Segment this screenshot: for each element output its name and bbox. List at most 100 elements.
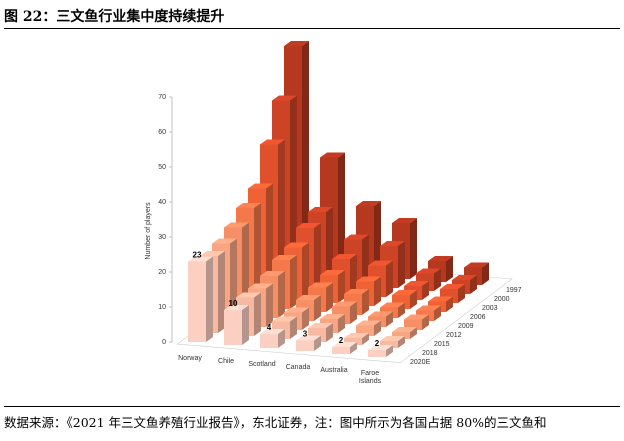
bar-side xyxy=(374,201,381,276)
bar xyxy=(404,314,429,330)
bar-top xyxy=(428,296,453,302)
bar-top xyxy=(308,323,333,328)
data-label: 3 xyxy=(303,330,308,339)
data-label: 23 xyxy=(193,251,202,260)
bar-side xyxy=(350,342,357,354)
bar-side xyxy=(446,296,453,312)
bar-side xyxy=(278,271,285,318)
bar-side xyxy=(386,260,393,297)
y-axis-label: Number of players xyxy=(145,202,152,260)
bar-side xyxy=(314,295,321,321)
bar-top xyxy=(380,336,405,341)
bar-top xyxy=(272,316,297,322)
bar-side xyxy=(362,234,369,285)
bar-top xyxy=(320,314,345,319)
bar-side xyxy=(290,316,297,339)
bar-side xyxy=(374,320,381,336)
bar-top xyxy=(320,270,345,275)
bar-top xyxy=(284,242,309,248)
bar-top xyxy=(404,314,429,320)
bar-front xyxy=(296,340,314,351)
bar-top xyxy=(428,256,453,261)
row-label: 2015 xyxy=(434,341,450,348)
rule xyxy=(4,28,620,29)
bar-top xyxy=(260,139,285,145)
bar-top xyxy=(308,282,333,288)
bar-top xyxy=(392,290,417,295)
x-tick-label: Chile xyxy=(218,358,234,365)
bar-side xyxy=(302,41,309,270)
bar-side xyxy=(266,283,273,327)
figure-title: 图 22：三文鱼行业集中度持续提升 xyxy=(4,9,225,25)
bar xyxy=(344,333,369,345)
bar-side xyxy=(410,218,417,279)
bar-top xyxy=(236,292,261,298)
x-tick-label: Australia xyxy=(320,367,347,374)
data-label: 10 xyxy=(229,299,238,308)
bar xyxy=(368,345,393,357)
x-tick-label: Norway xyxy=(178,355,202,362)
bar-front xyxy=(404,319,422,330)
bar-side xyxy=(350,254,357,294)
x-tick-label: Scotland xyxy=(248,361,275,368)
bar-side xyxy=(362,333,369,345)
bar xyxy=(188,256,213,342)
rule xyxy=(4,406,620,407)
bar xyxy=(392,290,417,309)
bar-top xyxy=(344,234,369,240)
bar-side xyxy=(386,311,393,327)
bar-top xyxy=(356,201,381,206)
bar-front xyxy=(188,261,206,342)
chart: 0 10 20 30 40 50 60 70 Number of players 23 10 4 3 2 2… xyxy=(145,41,522,385)
bar-side xyxy=(314,335,321,351)
bar-top xyxy=(260,329,285,334)
bar-side xyxy=(254,203,261,306)
bar-top xyxy=(368,260,393,266)
bar xyxy=(296,335,321,351)
bar-top xyxy=(260,271,285,276)
data-label: 4 xyxy=(267,323,272,332)
bar-top xyxy=(404,281,429,286)
bar-side xyxy=(326,323,333,342)
bar-top xyxy=(344,289,369,294)
bar-side xyxy=(446,256,453,282)
bar-top xyxy=(224,305,249,310)
bar-top xyxy=(248,183,273,189)
bar-top xyxy=(320,152,345,158)
bar-side xyxy=(338,152,345,273)
bar-side xyxy=(326,282,333,312)
bar-side xyxy=(434,268,441,291)
bar xyxy=(224,305,249,345)
bar xyxy=(260,329,285,348)
bar-front xyxy=(332,347,350,354)
bar-top xyxy=(272,255,297,260)
bar-side xyxy=(242,222,249,315)
bar-front xyxy=(260,334,278,348)
bar-side xyxy=(254,292,261,336)
bar-side xyxy=(362,289,369,315)
row-label: 2012 xyxy=(446,332,462,339)
bar-top xyxy=(224,222,249,228)
bar-top xyxy=(368,311,393,317)
bar-top xyxy=(416,305,441,311)
bar-front xyxy=(224,310,242,345)
bar-top xyxy=(344,333,369,338)
bar-side xyxy=(410,327,417,339)
bar-side xyxy=(290,255,297,309)
bar-side xyxy=(422,314,429,330)
row-label: 2003 xyxy=(482,305,498,312)
bar-side xyxy=(338,270,345,303)
x-tick-label: Faroe Islands xyxy=(359,370,382,385)
row-label: 1997 xyxy=(506,287,522,294)
bar-top xyxy=(332,342,357,347)
y-tick-label: 30 xyxy=(158,234,166,241)
row-label: 2009 xyxy=(458,323,474,330)
bar xyxy=(380,336,405,348)
bar-side xyxy=(434,305,441,321)
bar-front xyxy=(356,325,374,336)
bar-top xyxy=(272,95,297,101)
bar-side xyxy=(314,223,321,291)
bar-top xyxy=(392,218,417,223)
bar-front xyxy=(368,350,386,357)
bar-side xyxy=(278,139,285,288)
